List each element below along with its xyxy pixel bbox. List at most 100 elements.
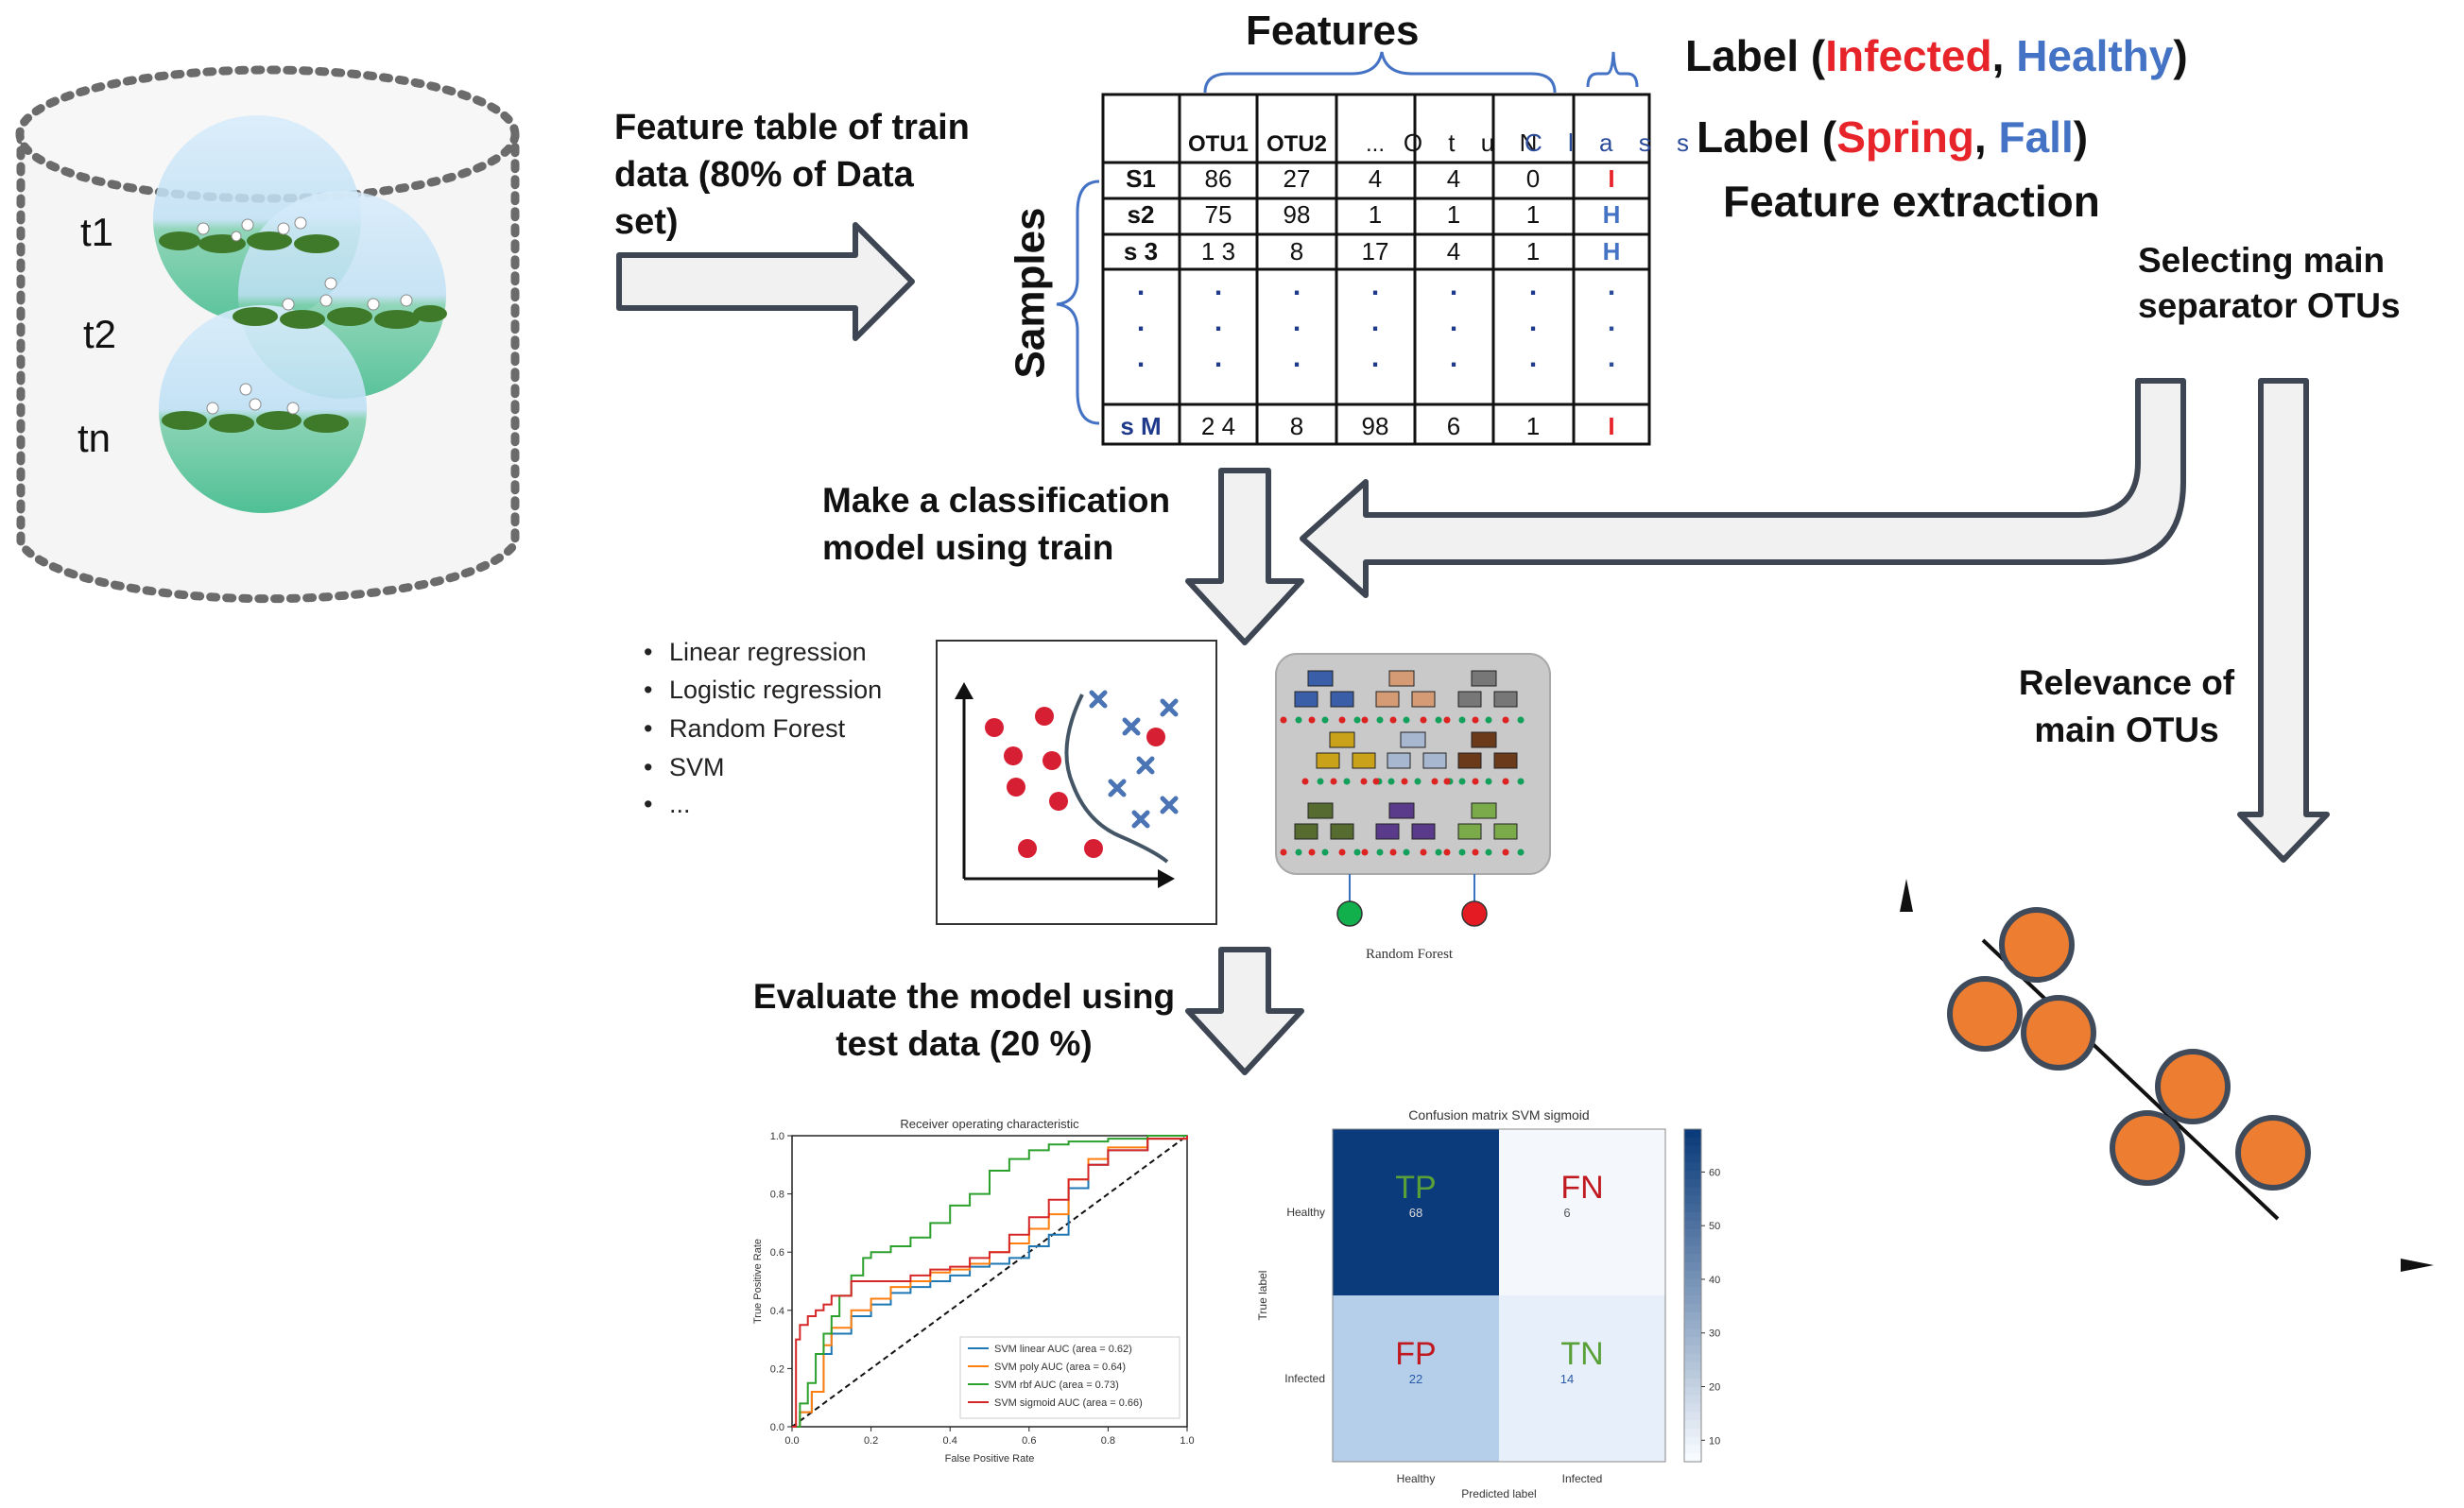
tree-leaf xyxy=(1295,848,1302,856)
features-brace xyxy=(1203,51,1557,94)
table-cell: s M xyxy=(1120,412,1161,440)
table-ellipsis-cell: . xyxy=(1137,342,1145,373)
table-ellipsis-cell: . xyxy=(1529,306,1537,337)
tree-node xyxy=(1388,802,1415,819)
tree-leaf xyxy=(1301,778,1309,785)
colorbar-segment xyxy=(1684,1178,1701,1189)
tree-node xyxy=(1471,731,1497,748)
table-header-cell: OTU1 xyxy=(1188,131,1249,157)
colorbar-segment xyxy=(1684,1403,1701,1414)
roc-xtick-label: 0.6 xyxy=(1022,1435,1036,1447)
cm-ylabel: True label xyxy=(1256,1271,1269,1321)
tree-node xyxy=(1330,823,1354,840)
method-linear-regression: Linear regression xyxy=(644,638,867,667)
label-prefix: Label ( xyxy=(1697,112,1837,162)
colorbar-segment xyxy=(1684,1195,1701,1206)
tree-leaf xyxy=(1308,848,1316,856)
tree-leaf xyxy=(1414,778,1422,785)
otu-circle xyxy=(2235,1115,2311,1191)
tree-leaf xyxy=(1387,778,1395,785)
table-cell: H xyxy=(1603,237,1621,266)
table-cell: 4 xyxy=(1369,164,1382,193)
roc-ytick-label: 0.8 xyxy=(770,1190,784,1201)
class-brace xyxy=(1586,51,1639,88)
features-title: Features xyxy=(1246,8,1420,54)
cm-row-label: Healthy xyxy=(1286,1206,1325,1219)
legend-entry: SVM rbf AUC (area = 0.73) xyxy=(994,1379,1119,1391)
cm-cell xyxy=(1499,1295,1665,1462)
colorbar-segment xyxy=(1684,1270,1701,1280)
colorbar-segment xyxy=(1684,1154,1701,1164)
colorbar-segment xyxy=(1684,1386,1701,1397)
cm-cell xyxy=(1333,1295,1499,1462)
colorbar-segment xyxy=(1684,1204,1701,1213)
cm-title: Confusion matrix SVM sigmoid xyxy=(1408,1107,1589,1122)
tree-node xyxy=(1457,823,1482,840)
tree-node xyxy=(1471,670,1497,687)
tree-node xyxy=(1388,670,1415,687)
svm-scatter-panel xyxy=(936,640,1217,925)
table-ellipsis-cell: . xyxy=(1215,270,1222,301)
tree-leaf xyxy=(1485,778,1492,785)
colorbar-segment xyxy=(1684,1453,1701,1463)
tree-leaf xyxy=(1435,848,1442,856)
cm-cell-value: 14 xyxy=(1560,1372,1574,1386)
tree-leaf xyxy=(1343,778,1351,785)
arrow-to-feature-table xyxy=(616,222,915,341)
colorbar-segment xyxy=(1684,1362,1701,1372)
table-cell: 98 xyxy=(1362,412,1389,440)
tree-leaf xyxy=(1330,778,1337,785)
tree-leaf xyxy=(1458,716,1466,724)
colorbar-segment xyxy=(1684,1311,1701,1322)
random-forest-panel xyxy=(1275,653,1551,927)
table-cell: 1 xyxy=(1526,237,1540,266)
roc-xtick-label: 0.8 xyxy=(1101,1435,1115,1447)
table-ellipsis-cell: . xyxy=(1137,306,1145,337)
cylinder-label-t1: t1 xyxy=(80,210,114,254)
cm-cell-tag: FN xyxy=(1560,1170,1603,1206)
roc-ytick-label: 0.6 xyxy=(770,1247,784,1259)
table-cell: I xyxy=(1608,412,1614,440)
roc-chart: Receiver operating characteristic False P… xyxy=(752,1117,1195,1465)
tree-node xyxy=(1411,823,1436,840)
roc-xtick-label: 0.4 xyxy=(943,1435,957,1447)
colorbar-tick-label: 20 xyxy=(1709,1382,1720,1394)
method-logistic-regression: Logistic regression xyxy=(644,676,882,705)
tree-leaf xyxy=(1458,778,1466,785)
tree-leaf xyxy=(1517,778,1525,785)
otu-circle xyxy=(2110,1110,2185,1186)
tree-node xyxy=(1294,691,1318,708)
colorbar-segment xyxy=(1684,1328,1701,1338)
tree-leaf xyxy=(1420,716,1427,724)
cm-xlabel: Predicted label xyxy=(1461,1487,1536,1500)
colorbar-tick-label: 50 xyxy=(1709,1221,1720,1232)
colorbar-segment xyxy=(1684,1237,1701,1247)
colorbar-segment xyxy=(1684,1228,1701,1239)
arrow-down-to-evaluate xyxy=(1185,947,1304,1075)
tree-leaf xyxy=(1317,778,1324,785)
tree-leaf xyxy=(1361,716,1369,724)
tree-leaf xyxy=(1443,778,1451,785)
table-cell: 4 xyxy=(1447,237,1460,266)
roc-xtick-label: 0.2 xyxy=(864,1435,878,1447)
table-cell: S1 xyxy=(1126,164,1156,193)
colorbar-segment xyxy=(1684,1287,1701,1296)
colorbar-segment xyxy=(1684,1345,1701,1355)
colorbar-segment xyxy=(1684,1370,1701,1379)
colorbar-segment xyxy=(1684,1171,1701,1180)
tree-leaf xyxy=(1403,716,1410,724)
table-cell: 1 3 xyxy=(1201,237,1235,266)
cylinder-label-tn: tn xyxy=(78,416,112,460)
method-random-forest: Random Forest xyxy=(644,714,845,744)
tree-node xyxy=(1493,752,1518,769)
table-cell: H xyxy=(1603,200,1621,229)
tree-leaf xyxy=(1458,848,1466,856)
tree-node xyxy=(1493,823,1518,840)
tree-node xyxy=(1471,802,1497,819)
tree-leaf xyxy=(1443,848,1451,856)
otu-circle xyxy=(2155,1049,2231,1124)
tree-node xyxy=(1330,691,1354,708)
roc-series-line xyxy=(792,1135,1187,1428)
